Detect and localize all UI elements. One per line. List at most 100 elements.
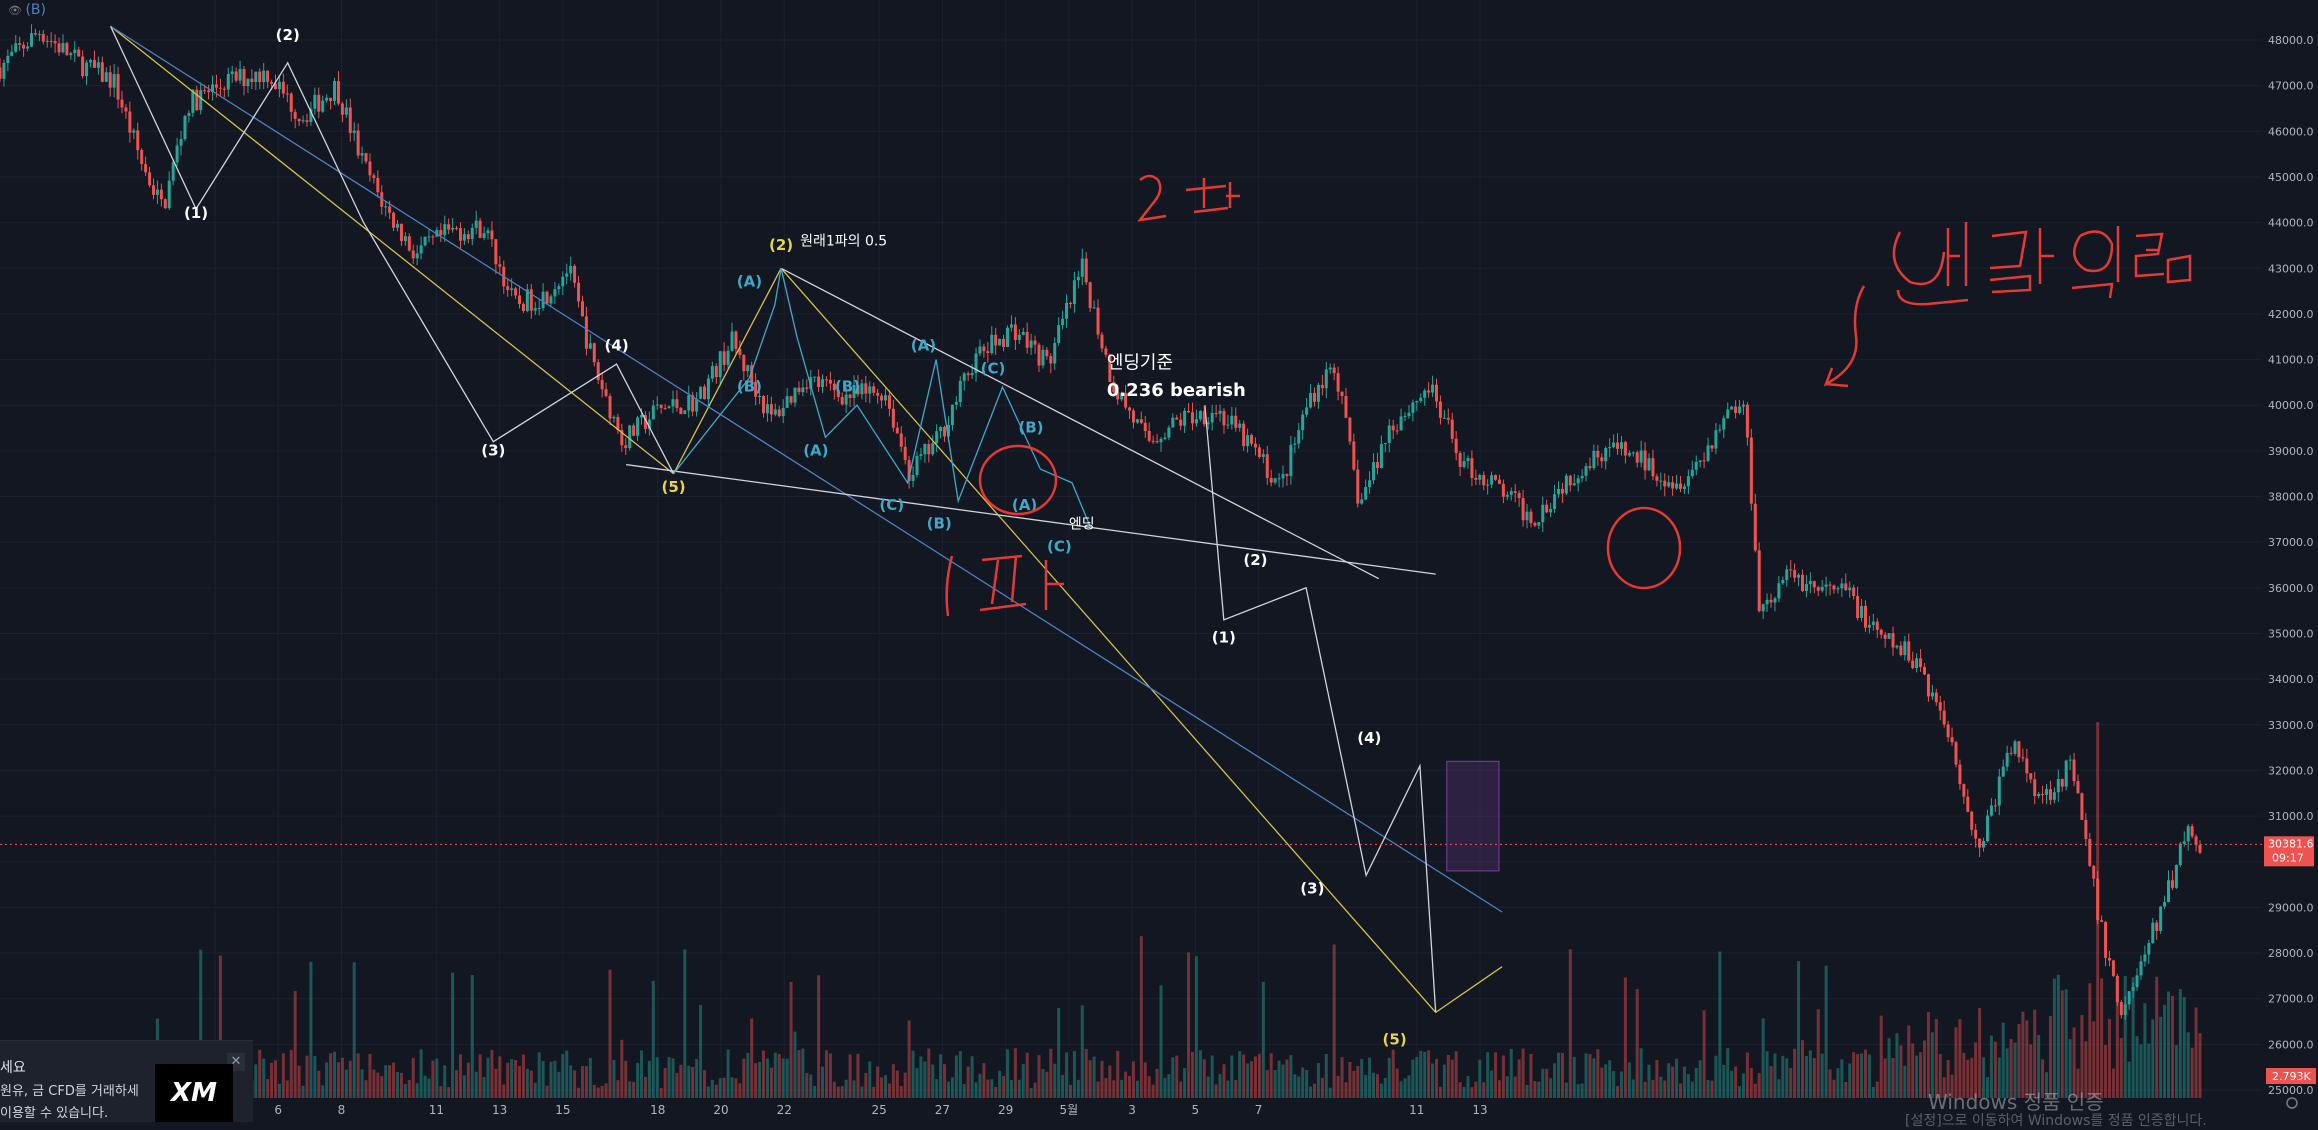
visibility-eye-icon[interactable]: 👁 (B) bbox=[8, 2, 46, 18]
candle-body bbox=[671, 399, 675, 407]
volume-bar bbox=[553, 1060, 557, 1098]
candle-body bbox=[1757, 550, 1761, 612]
candle-body bbox=[1619, 442, 1623, 449]
candle-body bbox=[18, 43, 22, 45]
candle-body bbox=[1863, 605, 1867, 628]
candle-body bbox=[521, 303, 525, 312]
volume-bar bbox=[1694, 1067, 1698, 1098]
volume-bar bbox=[1344, 1082, 1348, 1098]
volume-bar bbox=[1985, 1077, 1989, 1098]
volume-bar bbox=[1175, 1055, 1179, 1098]
candle-body bbox=[1446, 417, 1450, 420]
candle-body bbox=[1915, 658, 1919, 668]
candle-body bbox=[1474, 477, 1478, 480]
volume-bar bbox=[1053, 1063, 1057, 1098]
candle-body bbox=[1801, 574, 1805, 592]
candle-body bbox=[856, 384, 860, 395]
price-axis[interactable]: 48000.0 47000.0 46000.0 45000.0 44000.0 43000… bbox=[2262, 0, 2318, 1121]
volume-bar bbox=[533, 1082, 537, 1098]
volume-bar bbox=[1588, 1054, 1592, 1098]
candle-body bbox=[1690, 469, 1694, 477]
candle-body bbox=[1509, 491, 1513, 495]
volume-bar bbox=[1387, 1057, 1391, 1098]
candle-body bbox=[1466, 458, 1470, 462]
candle-body bbox=[946, 424, 950, 437]
candle-body bbox=[246, 78, 250, 87]
candle-body bbox=[876, 392, 880, 396]
x-tick-label: 3 bbox=[1128, 1103, 1136, 1117]
volume-bar bbox=[1092, 1056, 1096, 1098]
volume-bar bbox=[746, 1053, 750, 1098]
volume-bar bbox=[962, 1083, 966, 1098]
volume-bar bbox=[640, 1050, 644, 1098]
volume-bar bbox=[218, 955, 222, 1098]
candle-body bbox=[1753, 503, 1757, 551]
volume-bar bbox=[710, 1079, 714, 1098]
volume-bar bbox=[880, 1077, 884, 1098]
volume-bar bbox=[1915, 1055, 1919, 1098]
candle-body bbox=[2064, 760, 2068, 787]
candle-body bbox=[1564, 475, 1568, 494]
candle-body bbox=[1997, 776, 2001, 806]
candle-body bbox=[285, 93, 289, 95]
volume-bar bbox=[1923, 1040, 1927, 1098]
volume-bar bbox=[1096, 1081, 1100, 1098]
volume-bar bbox=[1234, 1080, 1238, 1098]
candle-body bbox=[899, 433, 903, 447]
candle-body bbox=[1501, 483, 1505, 497]
volume-bar bbox=[329, 1053, 333, 1098]
time-axis[interactable]: 4681113151820222527295월3571113 bbox=[0, 1098, 2262, 1121]
candle-body bbox=[1840, 583, 1844, 589]
candle-body bbox=[608, 396, 612, 419]
candle-body bbox=[1289, 444, 1293, 476]
volume-bar bbox=[1942, 1077, 1946, 1098]
candle-body bbox=[81, 56, 85, 77]
candle-body bbox=[1234, 415, 1238, 428]
candle-body bbox=[1348, 417, 1352, 442]
volume-bar bbox=[458, 1054, 462, 1098]
candle-body bbox=[1434, 384, 1438, 402]
volume-bar bbox=[1206, 1076, 1210, 1098]
candle-body bbox=[1982, 840, 1986, 848]
volume-bar bbox=[2033, 1009, 2037, 1098]
settings-icon[interactable] bbox=[2286, 1097, 2298, 1109]
candle-body bbox=[1738, 406, 1742, 414]
volume-bar bbox=[313, 1055, 317, 1098]
volume-bar bbox=[750, 1018, 754, 1098]
y-tick-label: 34000.0 bbox=[2268, 673, 2314, 686]
candle-body bbox=[2123, 1004, 2127, 1016]
wave-label: (C) bbox=[981, 359, 1006, 377]
candle-body bbox=[1411, 402, 1415, 413]
volume-bar bbox=[486, 1057, 490, 1098]
ad-banner[interactable]: 세요 원유, 금 CFD를 거래하세 이용할 수 있습니다. ✕ XM bbox=[0, 1040, 253, 1122]
volume-bar bbox=[2064, 989, 2068, 1098]
candle-body bbox=[506, 286, 510, 291]
candle-body bbox=[329, 97, 333, 102]
volume-bar bbox=[549, 1061, 553, 1098]
candle-body bbox=[1588, 466, 1592, 469]
volume-bar bbox=[1446, 1054, 1450, 1098]
candle-body bbox=[1096, 307, 1100, 335]
candle-body bbox=[903, 446, 907, 461]
candle-body bbox=[1372, 462, 1376, 481]
candle-body bbox=[773, 409, 777, 415]
volume-bar bbox=[1741, 1073, 1745, 1098]
volume-bar bbox=[836, 1086, 840, 1098]
candle-body bbox=[604, 389, 608, 397]
volume-bar bbox=[277, 1083, 281, 1098]
candle-body bbox=[2135, 975, 2139, 988]
volume-bar bbox=[608, 969, 612, 1098]
candle-body bbox=[726, 350, 730, 365]
candle-body bbox=[1789, 569, 1793, 571]
candle-body bbox=[1706, 445, 1710, 461]
candle-body bbox=[2194, 836, 2198, 846]
candle-body bbox=[998, 338, 1002, 346]
candle-body bbox=[2076, 781, 2080, 794]
volume-bar bbox=[1403, 1078, 1407, 1098]
volume-bar bbox=[1793, 1048, 1797, 1098]
candle-body bbox=[1450, 419, 1454, 439]
volume-bar bbox=[844, 1079, 848, 1098]
xm-logo[interactable]: XM bbox=[155, 1064, 233, 1122]
